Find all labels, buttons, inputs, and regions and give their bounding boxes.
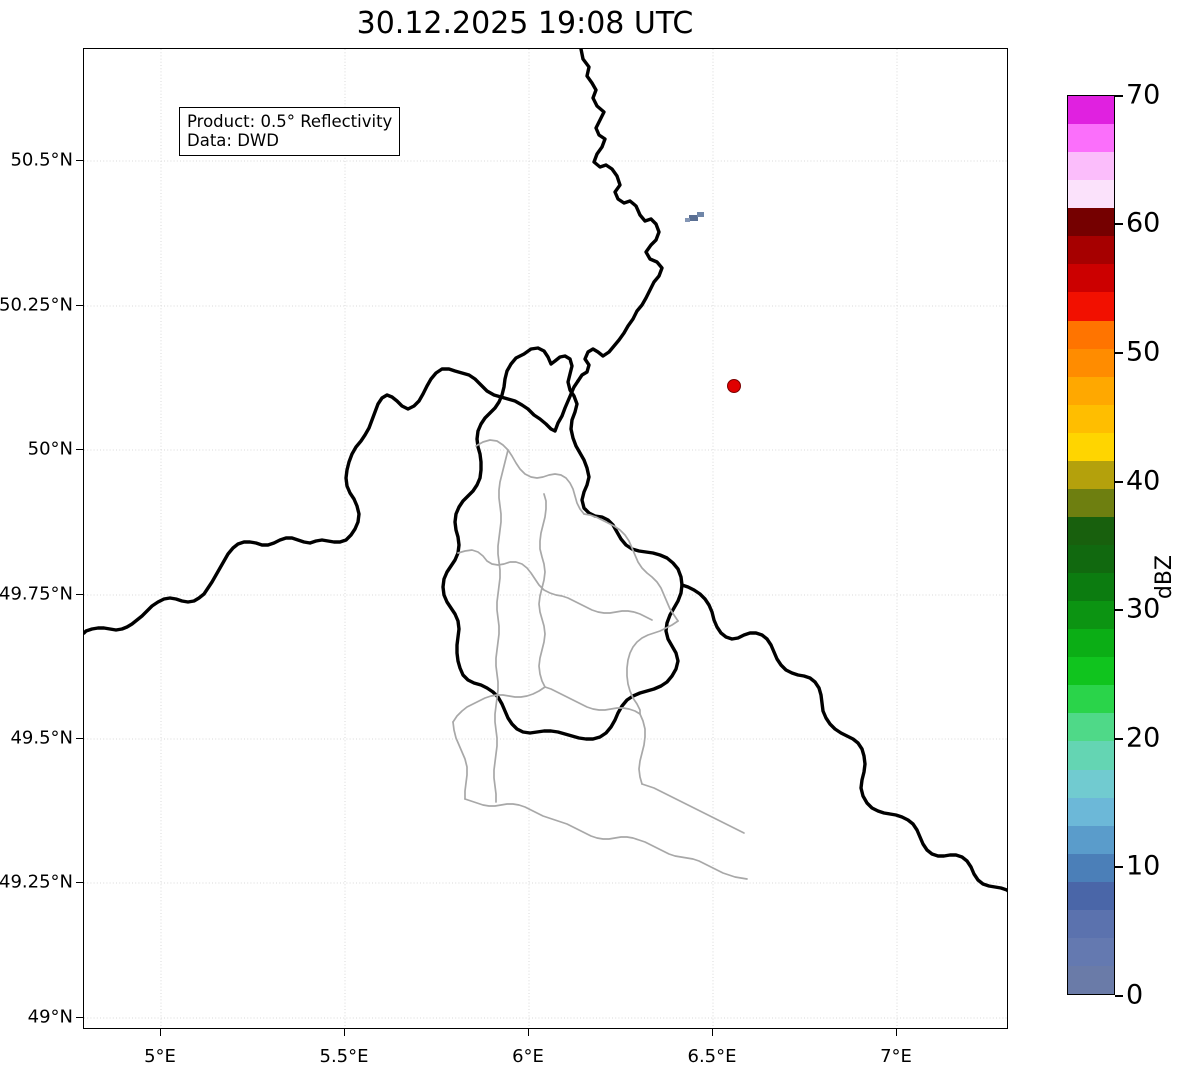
colorbar-band-12: [1068, 629, 1114, 658]
page-title: 30.12.2025 19:08 UTC: [356, 6, 694, 41]
colorbar-band-19: [1068, 432, 1114, 461]
colorbar-band-26: [1068, 236, 1114, 265]
xtick-mark: [712, 1029, 714, 1036]
xtick-label-5-5e: 5.5°E: [319, 1046, 369, 1067]
colorbar-band-1: [1068, 937, 1114, 966]
xtick-mark: [344, 1029, 346, 1036]
colorbar-label-10: 10: [1126, 850, 1161, 882]
ytick-label-50: 50°N: [27, 438, 73, 460]
colorbar-band-16: [1068, 516, 1114, 545]
colorbar-band-28: [1068, 180, 1114, 209]
colorbar-tick: [1115, 352, 1123, 354]
colorbar-tick: [1115, 481, 1123, 483]
colorbar-label-30: 30: [1126, 593, 1161, 625]
admin-boundaries: [452, 439, 748, 880]
colorbar-band-29: [1068, 152, 1114, 181]
colorbar-band-3: [1068, 881, 1114, 910]
colorbar-label-20: 20: [1126, 722, 1161, 754]
xtick-mark: [528, 1029, 530, 1036]
colorbar-band-25: [1068, 264, 1114, 293]
gridlines: [84, 49, 1007, 1028]
map-plot-area[interactable]: Product: 0.5° Reflectivity Data: DWD: [83, 48, 1008, 1029]
ytick-mark: [76, 882, 83, 884]
colorbar-label-50: 50: [1126, 336, 1161, 368]
colorbar-band-22: [1068, 348, 1114, 377]
colorbar-band-15: [1068, 545, 1114, 574]
colorbar-band-30: [1068, 124, 1114, 153]
ytick-mark: [76, 738, 83, 740]
ytick-label-49-25: 49.25°N: [0, 871, 73, 893]
xtick-mark: [896, 1029, 898, 1036]
colorbar-band-14: [1068, 573, 1114, 602]
colorbar-band-5: [1068, 825, 1114, 854]
colorbar-band-9: [1068, 713, 1114, 742]
info-legend-box: Product: 0.5° Reflectivity Data: DWD: [179, 107, 401, 156]
colorbar-band-18: [1068, 460, 1114, 489]
colorbar-label-70: 70: [1126, 79, 1161, 111]
ytick-label-49-5: 49.5°N: [10, 727, 73, 749]
ytick-mark: [76, 1017, 83, 1019]
ytick-label-49-75: 49.75°N: [0, 583, 73, 605]
xtick-label-6-5e: 6.5°E: [687, 1046, 737, 1067]
colorbar-tick: [1115, 609, 1123, 611]
colorbar-band-31: [1068, 96, 1114, 125]
radar-site-marker: [727, 379, 741, 393]
colorbar-tick: [1115, 866, 1123, 868]
colorbar[interactable]: [1067, 95, 1115, 995]
colorbar-label-40: 40: [1126, 465, 1161, 497]
ytick-mark: [76, 594, 83, 596]
colorbar-band-0: [1068, 965, 1114, 994]
ytick-label-50-25: 50.25°N: [0, 294, 73, 316]
ytick-mark: [76, 449, 83, 451]
colorbar-tick: [1115, 995, 1123, 997]
colorbar-band-11: [1068, 657, 1114, 686]
colorbar-band-23: [1068, 320, 1114, 349]
colorbar-band-21: [1068, 376, 1114, 405]
ytick-mark: [76, 305, 83, 307]
colorbar-label-60: 60: [1126, 207, 1161, 239]
xtick-label-7e: 7°E: [880, 1046, 912, 1067]
radar-echo-cells: [685, 212, 704, 222]
colorbar-band-13: [1068, 601, 1114, 630]
ytick-label-50-5: 50.5°N: [10, 149, 73, 171]
colorbar-band-7: [1068, 769, 1114, 798]
xtick-label-6e: 6°E: [512, 1046, 544, 1067]
country-borders: [84, 49, 1007, 893]
info-product-line: Product: 0.5° Reflectivity: [187, 112, 393, 131]
colorbar-band-20: [1068, 404, 1114, 433]
colorbar-band-8: [1068, 741, 1114, 770]
colorbar-band-6: [1068, 797, 1114, 826]
ytick-label-49: 49°N: [27, 1006, 73, 1028]
colorbar-band-24: [1068, 292, 1114, 321]
xtick-mark: [160, 1029, 162, 1036]
xtick-label-5e: 5°E: [144, 1046, 176, 1067]
colorbar-axis-label: dBZ: [1152, 555, 1177, 600]
colorbar-tick: [1115, 223, 1123, 225]
colorbar-gradient: [1067, 95, 1115, 995]
colorbar-band-4: [1068, 853, 1114, 882]
colorbar-tick: [1115, 738, 1123, 740]
colorbar-tick: [1115, 95, 1123, 97]
colorbar-band-2: [1068, 909, 1114, 938]
colorbar-band-27: [1068, 208, 1114, 237]
ytick-mark: [76, 160, 83, 162]
colorbar-label-0: 0: [1126, 979, 1144, 1011]
colorbar-band-17: [1068, 488, 1114, 517]
info-data-line: Data: DWD: [187, 131, 279, 150]
colorbar-band-10: [1068, 685, 1114, 714]
